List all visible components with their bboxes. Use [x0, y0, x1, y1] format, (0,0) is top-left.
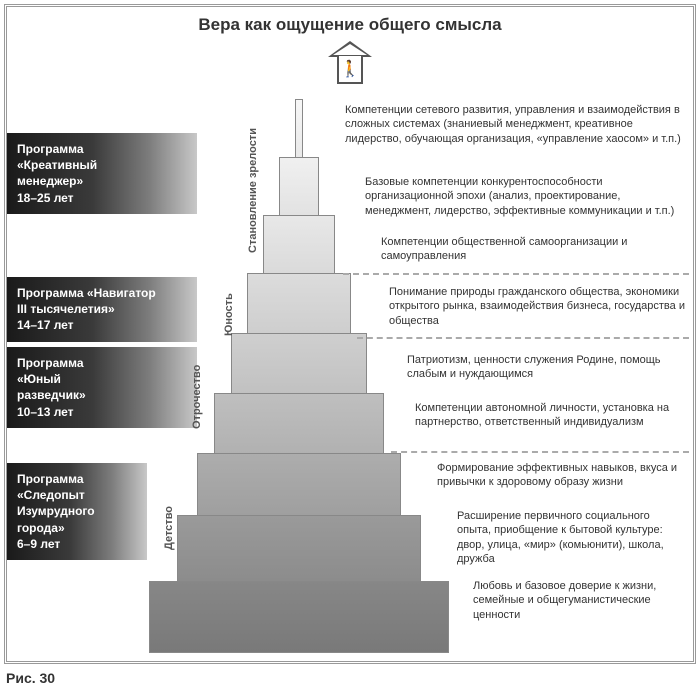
pyramid-tier: [295, 99, 303, 157]
pyramid-tier: [231, 333, 367, 393]
program-block: Программа«Креативныйменеджер»18–25 лет: [7, 133, 197, 214]
dashed-separator: [391, 451, 689, 453]
dashed-separator: [357, 337, 689, 339]
pyramid-tier: [214, 393, 384, 453]
competency-text: Расширение первичного социального опыта,…: [457, 509, 685, 566]
arrow-icon: 🚶: [332, 41, 368, 85]
stage-label: Детство: [163, 493, 175, 563]
competency-text: Понимание природы гражданского общества,…: [389, 285, 685, 328]
apex-arrow: 🚶: [328, 41, 372, 85]
competency-text: Любовь и базовое доверие к жизни, семейн…: [473, 579, 685, 622]
pyramid-tier: [149, 581, 449, 653]
competency-text: Патриотизм, ценности служения Родине, по…: [407, 353, 685, 382]
person-icon: 🚶: [340, 59, 360, 79]
pyramid-tier: [177, 515, 421, 581]
pyramid-tier: [197, 453, 401, 515]
diagram-frame: Вера как ощущение общего смысла 🚶 Програ…: [4, 4, 696, 664]
pyramid-tier: [263, 215, 335, 273]
competency-text: Базовые компетенции конкурентоспособност…: [365, 175, 685, 218]
competency-text: Формирование эффективных навыков, вкуса …: [437, 461, 685, 490]
competency-text: Компетенции автономной личности, установ…: [415, 401, 685, 430]
competency-text: Компетенции общественной самоорганизации…: [381, 235, 685, 264]
stage-label: Юность: [223, 287, 235, 342]
pyramid-tier: [279, 157, 319, 215]
stage-label: Становление зрелости: [247, 111, 259, 271]
program-block: Программа«СледопытИзумрудногогорода»6–9 …: [7, 463, 147, 560]
program-block: Программа «НавигаторIII тысячелетия»14–1…: [7, 277, 197, 342]
pyramid-tier: [247, 273, 351, 333]
competency-text: Компетенции сетевого развития, управлени…: [345, 103, 685, 146]
stage-label: Отрочество: [191, 347, 203, 447]
dashed-separator: [343, 273, 689, 275]
program-block: Программа«Юныйразведчик»10–13 лет: [7, 347, 197, 428]
diagram-title: Вера как ощущение общего смысла: [7, 7, 693, 39]
figure-caption: Рис. 30: [4, 664, 696, 686]
